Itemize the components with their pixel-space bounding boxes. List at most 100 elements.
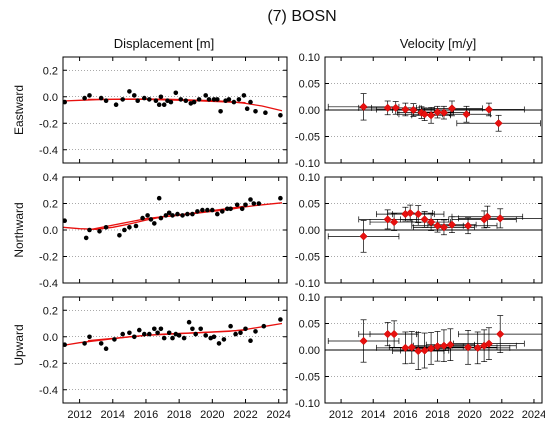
y-tick-label: 0.10 [299, 292, 320, 304]
plot-area [63, 317, 283, 352]
data-point [87, 93, 92, 98]
y-tick-label: 0.0 [43, 92, 58, 104]
velocity-marker [406, 208, 415, 218]
velocity-marker [401, 105, 410, 114]
data-point [155, 330, 160, 336]
x-tick-label: 2012 [329, 409, 353, 421]
data-point [98, 95, 104, 101]
panel-frame [324, 296, 543, 404]
x-tick-label: 2024 [522, 409, 545, 421]
velocity-marker [447, 104, 457, 113]
data-point [215, 97, 220, 102]
velocity-marker [407, 343, 416, 352]
velocity-marker [409, 105, 418, 115]
data-point [122, 227, 127, 233]
y-tick-label: -0.2 [39, 358, 58, 370]
velocity-marker [494, 119, 503, 128]
data-point [253, 109, 258, 114]
data-point [163, 213, 169, 218]
panel-frame [324, 176, 543, 284]
data-point [98, 341, 104, 346]
row-label-eastward: Eastward [12, 85, 26, 135]
data-point [142, 95, 147, 101]
velocity-marker [389, 217, 399, 227]
velocity-marker [420, 110, 429, 119]
x-tick-label: 2018 [425, 409, 449, 421]
y-tick-label: -0.2 [39, 118, 58, 130]
data-point [253, 329, 258, 334]
data-point [225, 206, 230, 212]
velocity-marker [462, 110, 471, 119]
data-point [161, 102, 167, 107]
data-point [231, 99, 237, 105]
velocity-marker [463, 343, 473, 352]
velocity-marker [439, 223, 449, 232]
data-point [211, 97, 217, 102]
x-tick-label: 2020 [457, 409, 481, 421]
data-point [152, 221, 157, 226]
data-point [148, 217, 154, 222]
y-tick-label: 0.05 [299, 79, 320, 91]
plot-area [325, 315, 542, 370]
velocity-marker [446, 340, 455, 349]
velocity-marker [359, 102, 368, 111]
data-point [238, 330, 243, 336]
y-tick-label: 0.05 [299, 319, 320, 331]
panel-upward-displacement: -0.4 -0.2 0.0 0.2 2012 2014 2016 2018 2020 2022 20… [39, 296, 291, 421]
data-point [190, 326, 195, 332]
velocity-marker [447, 220, 457, 229]
data-point [218, 109, 223, 114]
panel-frame [62, 176, 288, 284]
data-point [190, 211, 195, 217]
x-tick-label: 2016 [134, 409, 158, 421]
data-point [198, 326, 203, 332]
data-point [140, 215, 145, 221]
data-point [248, 197, 253, 202]
data-point [158, 94, 164, 100]
data-point [215, 211, 220, 217]
data-point [248, 99, 253, 105]
data-point [175, 211, 180, 217]
data-point [181, 335, 187, 341]
x-tick-label: 2022 [233, 409, 257, 421]
y-tick-label: 0.2 [43, 305, 58, 317]
data-point [82, 95, 87, 101]
data-point [135, 98, 140, 103]
data-point [127, 89, 132, 94]
y-tick-label: 0.0 [43, 225, 58, 237]
data-point [120, 331, 125, 337]
data-point [180, 213, 185, 218]
y-tick-label: -0.05 [295, 252, 320, 264]
data-point [195, 209, 200, 214]
data-point [256, 201, 262, 206]
data-point [156, 195, 162, 201]
data-point [153, 98, 159, 103]
velocity-marker [426, 111, 436, 120]
y-tick-label: 0.10 [299, 52, 320, 64]
velocity-marker [420, 215, 429, 224]
data-point [103, 225, 109, 230]
data-point [170, 335, 175, 341]
data-point [193, 331, 198, 337]
data-point [236, 97, 242, 102]
velocity-marker [426, 344, 436, 353]
data-point [97, 229, 102, 234]
panel-frame [62, 296, 288, 404]
data-point [210, 207, 215, 213]
x-tick-label: 2014 [361, 409, 385, 421]
data-point [205, 207, 210, 213]
y-tick-label: -0.4 [39, 385, 58, 397]
y-tick-label: -0.10 [295, 398, 320, 410]
data-point [63, 342, 67, 347]
data-point [200, 207, 205, 213]
data-point [234, 202, 240, 208]
velocity-marker [496, 214, 505, 223]
data-point [243, 202, 248, 208]
velocity-marker [433, 221, 442, 230]
y-tick-label: -0.10 [295, 158, 320, 170]
velocity-marker [359, 232, 368, 241]
data-point [127, 330, 132, 336]
velocity-marker [383, 103, 392, 113]
velocity-marker [383, 215, 392, 224]
velocity-marker [433, 107, 442, 117]
